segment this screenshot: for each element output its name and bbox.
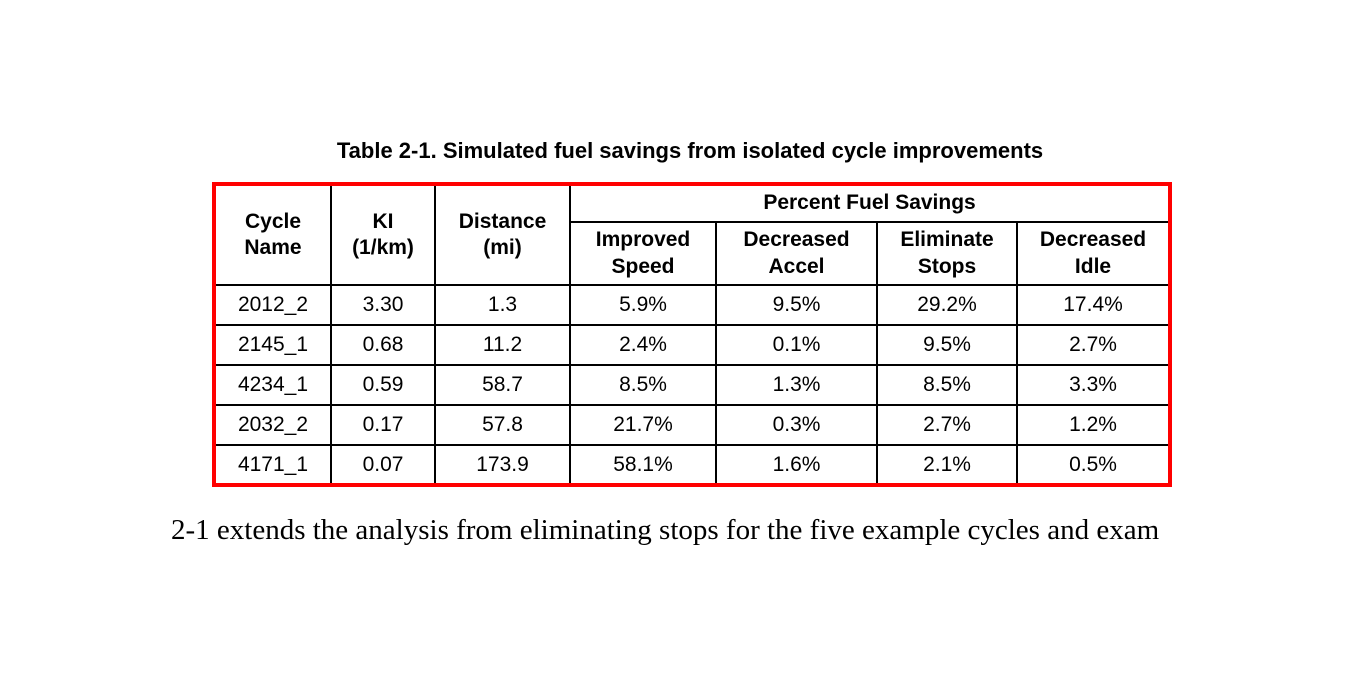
cell-eliminate-stops: 8.5% (876, 364, 1018, 406)
table-row: 2012_2 3.30 1.3 5.9% 9.5% 29.2% 17.4% (213, 284, 1172, 326)
cell-ki: 3.30 (330, 284, 436, 326)
cell-distance: 58.7 (434, 364, 571, 406)
cell-ki: 0.59 (330, 364, 436, 406)
cell-cycle-name: 2012_2 (213, 284, 332, 326)
cell-ki: 0.07 (330, 444, 436, 486)
cell-distance: 1.3 (434, 284, 571, 326)
cell-cycle-name: 2032_2 (213, 404, 332, 446)
col-header-improved-speed: Improved Speed (569, 221, 717, 286)
cell-eliminate-stops: 2.1% (876, 444, 1018, 486)
cell-ki: 0.17 (330, 404, 436, 446)
col-header-decreased-accel: Decreased Accel (715, 221, 878, 286)
cell-decreased-accel: 1.6% (715, 444, 878, 486)
cell-eliminate-stops: 29.2% (876, 284, 1018, 326)
fuel-savings-table: Cycle Name KI (1/km) Distance (mi) Perce… (212, 182, 1173, 487)
cell-eliminate-stops: 2.7% (876, 404, 1018, 446)
cell-cycle-name: 4171_1 (213, 444, 332, 486)
header-row-sub: Improved Speed Decreased Accel Eliminate… (214, 221, 1172, 286)
table-row: 2032_2 0.17 57.8 21.7% 0.3% 2.7% 1.2% (213, 404, 1172, 446)
col-header-eliminate-stops: Eliminate Stops (876, 221, 1018, 286)
cell-distance: 57.8 (434, 404, 571, 446)
cell-improved-speed: 58.1% (569, 444, 717, 486)
cell-improved-speed: 8.5% (569, 364, 717, 406)
col-header-decreased-idle: Decreased Idle (1015, 221, 1172, 286)
cell-improved-speed: 21.7% (569, 404, 717, 446)
cell-improved-speed: 5.9% (569, 284, 717, 326)
cell-decreased-idle: 2.7% (1015, 324, 1172, 366)
table-row: 4171_1 0.07 173.9 58.1% 1.6% 2.1% 0.5% (213, 444, 1172, 486)
cell-distance: 173.9 (434, 444, 571, 486)
cell-decreased-idle: 1.2% (1015, 404, 1172, 446)
cell-decreased-idle: 3.3% (1015, 364, 1172, 406)
cell-decreased-accel: 1.3% (715, 364, 878, 406)
col-header-distance: Distance (mi) (434, 183, 571, 286)
header-row-group: Cycle Name KI (1/km) Distance (mi) Perce… (213, 183, 1172, 286)
group-header-percent-fuel-savings: Percent Fuel Savings (568, 183, 1172, 223)
cell-decreased-idle: 17.4% (1015, 284, 1172, 326)
body-text-line: 2-1 extends the analysis from eliminatin… (171, 514, 1160, 546)
table-row: 4234_1 0.59 58.7 8.5% 1.3% 8.5% 3.3% (213, 364, 1172, 406)
cell-decreased-accel: 9.5% (715, 284, 878, 326)
cell-decreased-accel: 0.1% (715, 324, 878, 366)
cell-eliminate-stops: 9.5% (876, 324, 1018, 366)
cell-decreased-idle: 0.5% (1015, 444, 1172, 486)
col-header-ki: KI (1/km) (330, 183, 436, 286)
table-row: 2145_1 0.68 11.2 2.4% 0.1% 9.5% 2.7% (213, 324, 1172, 366)
cell-cycle-name: 2145_1 (213, 324, 332, 366)
cell-cycle-name: 4234_1 (213, 364, 332, 406)
cell-improved-speed: 2.4% (569, 324, 717, 366)
cell-ki: 0.68 (330, 324, 436, 366)
table-caption: Table 2-1. Simulated fuel savings from i… (336, 138, 1044, 163)
cell-distance: 11.2 (434, 324, 571, 366)
col-header-cycle-name: Cycle Name (213, 183, 332, 286)
cell-decreased-accel: 0.3% (715, 404, 878, 446)
